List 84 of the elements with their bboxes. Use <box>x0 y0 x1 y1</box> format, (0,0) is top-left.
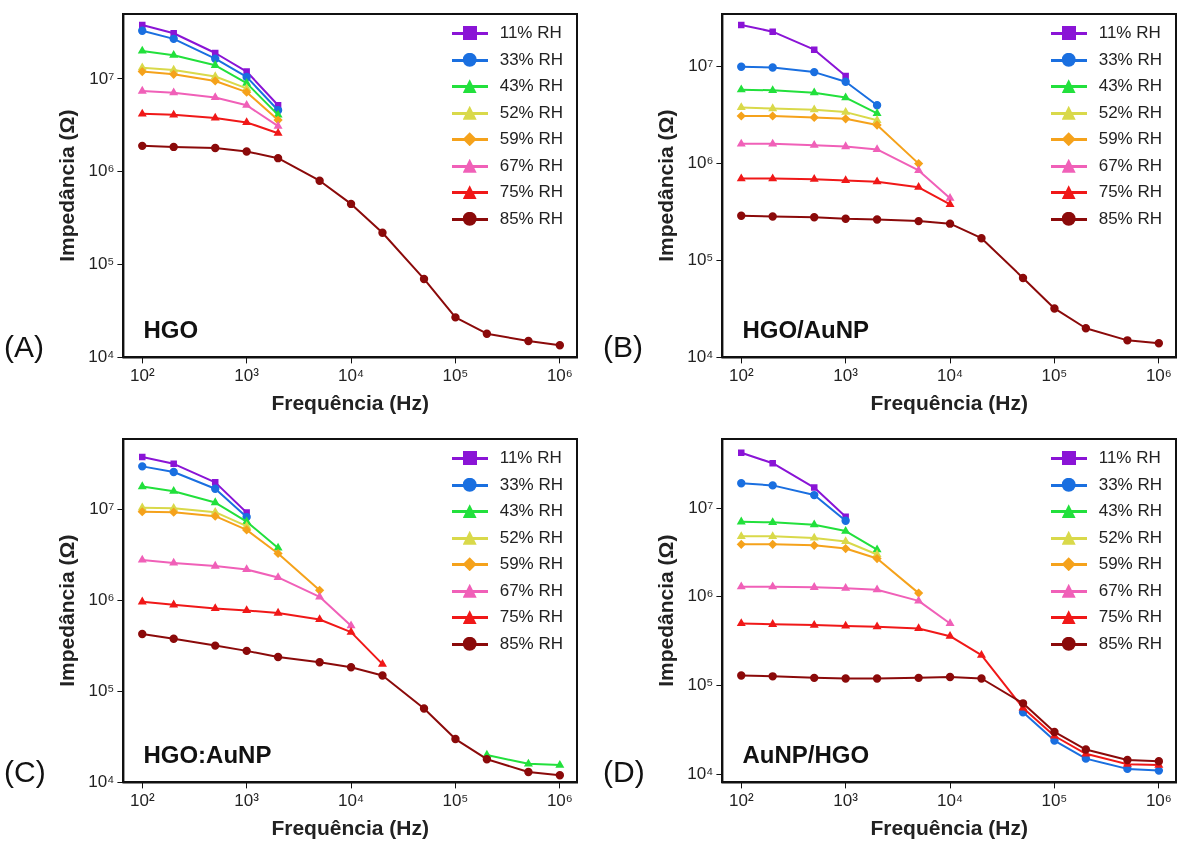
y-tick-label: 10⁶ <box>88 590 115 610</box>
y-tick-label: 10⁷ <box>688 56 714 76</box>
x-tick-label: 10⁶ <box>546 366 573 386</box>
legend-label: 75% RH <box>499 606 563 628</box>
legend-label: 59% RH <box>499 553 563 575</box>
legend-label: 85% RH <box>499 632 563 655</box>
legend-label: 67% RH <box>1098 154 1162 177</box>
legend-label: 33% RH <box>1098 48 1162 71</box>
y-tick-label: 10⁷ <box>688 497 714 517</box>
legend-label: 75% RH <box>1098 181 1162 203</box>
y-tick-label: 10⁷ <box>89 499 115 519</box>
text: (D) <box>603 754 645 788</box>
y-tick-label: 10⁵ <box>88 681 115 701</box>
x-tick-label: 10⁵ <box>1041 791 1068 811</box>
x-tick-label: 10⁶ <box>1145 791 1172 811</box>
legend-label: 59% RH <box>1098 128 1162 150</box>
y-axis-title: Impedância (Ω) <box>55 534 79 687</box>
text: (A) <box>4 329 44 363</box>
y-tick-label: 10⁴ <box>88 347 115 367</box>
x-axis-title: Frequência (Hz) <box>271 391 429 415</box>
x-tick-label: 10⁵ <box>442 791 469 811</box>
x-tick-label: 10³ <box>833 791 859 811</box>
x-axis-title: Frequência (Hz) <box>271 816 429 840</box>
legend-label: 43% RH <box>1098 500 1162 522</box>
legend-label: 85% RH <box>499 207 563 230</box>
legend-label: 59% RH <box>1098 553 1162 575</box>
x-tick-label: 10² <box>129 791 155 811</box>
y-tick-label: 10⁷ <box>89 68 115 88</box>
x-axis-title: Frequência (Hz) <box>870 391 1028 415</box>
y-tick-label: 10⁴ <box>687 763 714 783</box>
legend-label: 33% RH <box>499 473 563 496</box>
legend-label: 52% RH <box>1098 101 1162 124</box>
y-tick-label: 10⁵ <box>88 254 115 274</box>
legend-label: 43% RH <box>499 75 563 97</box>
x-tick-label: 10⁴ <box>337 791 365 811</box>
x-tick-label: 10² <box>728 791 754 811</box>
legend-label: 52% RH <box>499 526 563 549</box>
annotation: HGO:AuNP <box>143 741 272 769</box>
legend-label: 85% RH <box>1098 632 1162 655</box>
x-tick-label: 10³ <box>234 366 260 386</box>
legend-label: 75% RH <box>1098 606 1162 628</box>
y-tick-label: 10⁶ <box>687 153 714 173</box>
x-tick-label: 10⁴ <box>936 791 964 811</box>
legend-label: 33% RH <box>499 48 563 71</box>
legend-label: 52% RH <box>499 101 563 124</box>
y-tick-label: 10⁶ <box>687 586 714 606</box>
x-tick-label: 10⁴ <box>337 366 365 386</box>
x-tick-label: 10⁵ <box>442 366 469 386</box>
text: (B) <box>603 329 643 363</box>
y-axis-title: Impedância (Ω) <box>654 534 678 687</box>
text: (C) <box>4 754 46 788</box>
annotation: HGO <box>143 316 199 344</box>
x-tick-label: 10³ <box>833 366 859 386</box>
legend-label: 43% RH <box>499 500 563 522</box>
y-tick-label: 10⁴ <box>88 772 115 792</box>
legend-label: 11% RH <box>1098 22 1161 44</box>
y-tick-label: 10⁴ <box>687 347 714 367</box>
legend-label: 59% RH <box>499 128 563 150</box>
legend-label: 52% RH <box>1098 526 1162 549</box>
annotation: AuNP/HGO <box>742 741 870 769</box>
annotation: HGO/AuNP <box>742 316 870 344</box>
x-tick-label: 10⁴ <box>936 366 964 386</box>
x-axis-title: Frequência (Hz) <box>870 816 1028 840</box>
legend-label: 43% RH <box>1098 75 1162 97</box>
y-tick-label: 10⁵ <box>687 675 714 695</box>
legend-label: 75% RH <box>499 181 563 203</box>
y-tick-label: 10⁶ <box>88 161 115 181</box>
legend-label: 11% RH <box>499 447 562 469</box>
legend-label: 11% RH <box>499 22 562 44</box>
x-tick-label: 10² <box>728 366 754 386</box>
y-axis-title: Impedância (Ω) <box>654 109 678 262</box>
x-tick-label: 10³ <box>234 791 260 811</box>
x-tick-label: 10⁶ <box>1145 366 1172 386</box>
x-tick-label: 10⁵ <box>1041 366 1068 386</box>
legend-label: 33% RH <box>1098 473 1162 496</box>
legend-label: 67% RH <box>499 154 563 177</box>
x-tick-label: 10⁶ <box>546 791 573 811</box>
x-tick-label: 10² <box>129 366 155 386</box>
y-tick-label: 10⁵ <box>687 250 714 270</box>
legend-label: 67% RH <box>1098 579 1162 602</box>
legend-label: 11% RH <box>1098 447 1161 469</box>
y-axis-title: Impedância (Ω) <box>55 109 79 262</box>
legend-label: 67% RH <box>499 579 563 602</box>
legend-label: 85% RH <box>1098 207 1162 230</box>
